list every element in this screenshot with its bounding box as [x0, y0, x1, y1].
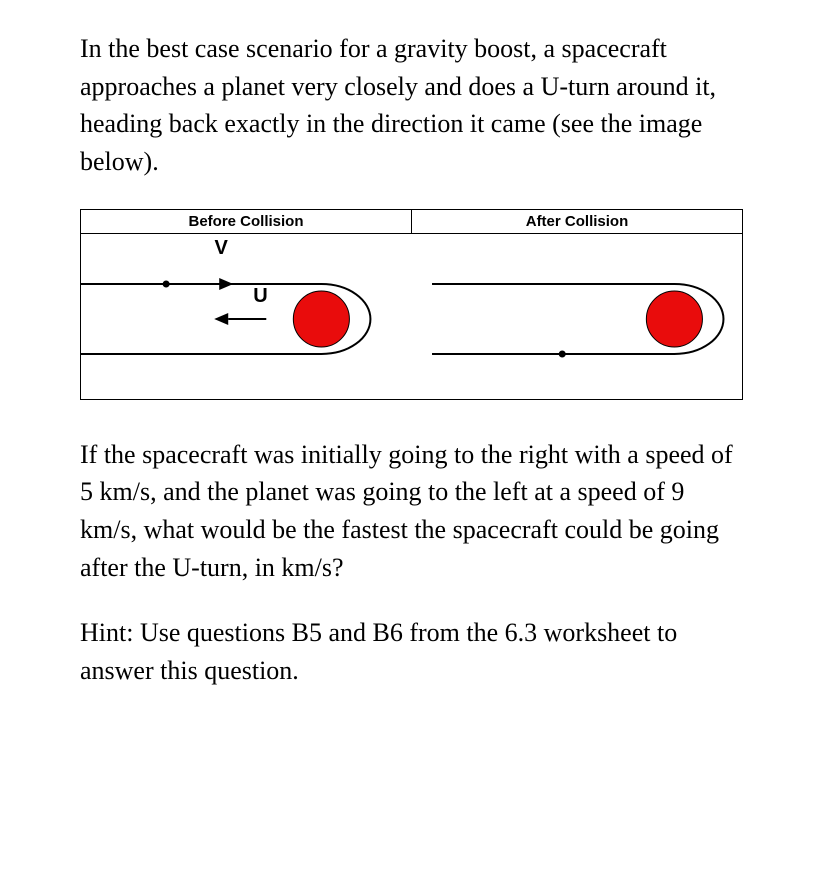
- svg-text:V: V: [215, 237, 229, 259]
- question-paragraph: If the spacecraft was initially going to…: [80, 436, 743, 587]
- svg-text:U: U: [253, 285, 267, 307]
- figure-container: Before Collision After Collision VU: [80, 209, 743, 400]
- after-diagram: [412, 234, 743, 399]
- after-collision-header: After Collision: [412, 210, 742, 233]
- hint-paragraph: Hint: Use questions B5 and B6 from the 6…: [80, 614, 743, 689]
- before-diagram: VU: [81, 234, 412, 399]
- before-collision-header: Before Collision: [81, 210, 412, 233]
- figure-body: VU: [81, 234, 742, 399]
- before-panel: VU: [81, 234, 412, 399]
- intro-paragraph: In the best case scenario for a gravity …: [80, 30, 743, 181]
- figure-header: Before Collision After Collision: [81, 210, 742, 234]
- after-panel: [412, 234, 743, 399]
